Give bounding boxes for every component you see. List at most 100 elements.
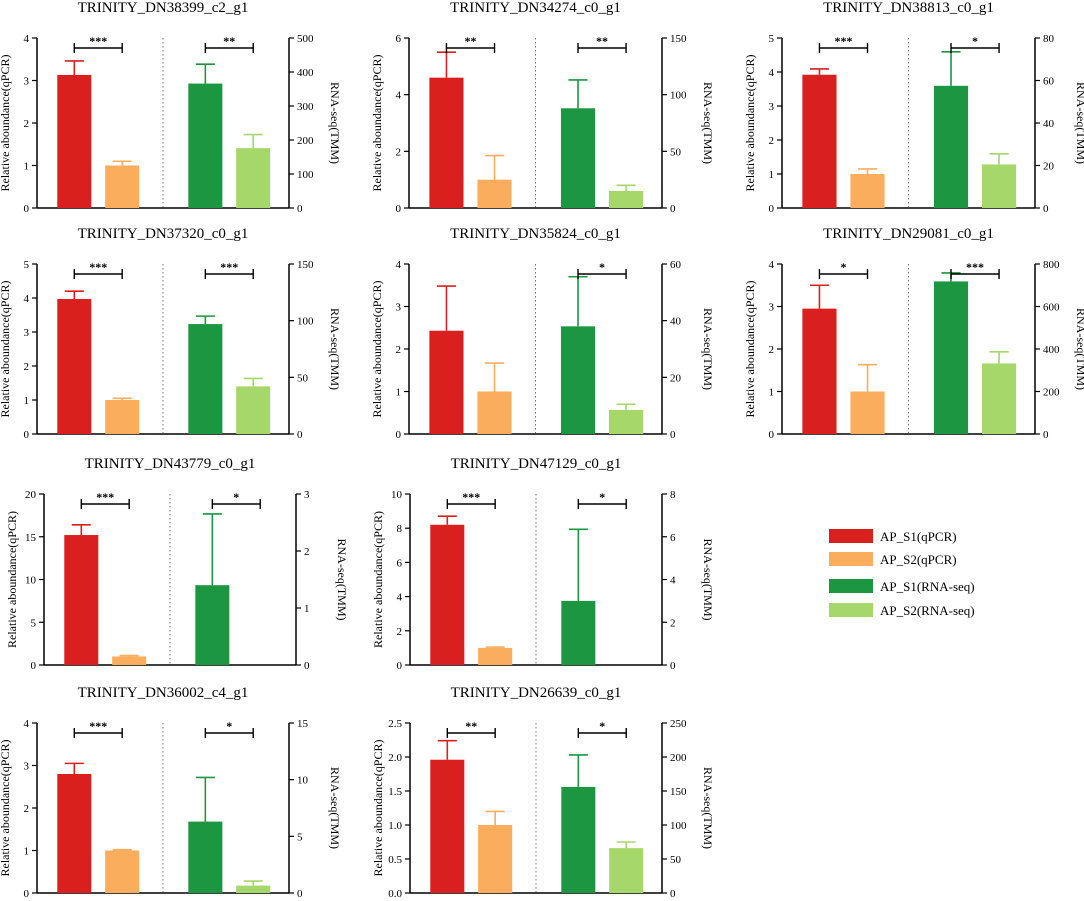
left-tick-label: 0.0 — [388, 888, 402, 900]
bar-AP_S2_qPCR — [850, 391, 885, 434]
legend-swatch-0 — [829, 529, 873, 543]
panel-title: TRINITY_DN34274_c0_g1 — [450, 0, 621, 16]
right-tick-label: 80 — [1043, 33, 1055, 45]
panel-title: TRINITY_DN43779_c0_g1 — [85, 456, 256, 472]
left-tick-label: 0.5 — [388, 854, 402, 866]
left-tick-label: 0 — [769, 203, 775, 215]
bar-AP_S2_RNAseq — [608, 409, 644, 434]
right-tick-label: 50 — [670, 854, 682, 866]
bar-AP_S1_qPCR — [57, 74, 92, 208]
right-axis-label: RNA-seq(TMM) — [328, 82, 342, 164]
left-tick-label: 2 — [396, 344, 402, 356]
bar-AP_S2_qPCR — [105, 400, 140, 434]
panel-title: TRINITY_DN37320_c0_g1 — [78, 226, 249, 242]
bar-AP_S2_RNAseq — [236, 148, 271, 208]
left-tick-label: 4 — [397, 592, 403, 604]
bar-AP_S1_qPCR — [57, 774, 92, 893]
left-axis-label: Relative aboundance(qPCR) — [743, 55, 757, 192]
right-tick-label: 6 — [670, 532, 676, 544]
panel-2: TRINITY_DN38813_c0_g1 0 1 2 3 4 5 0 20 40 60 80 Rela… — [743, 0, 1084, 215]
left-tick-label: 2 — [769, 344, 775, 356]
bar-AP_S1_RNAseq — [188, 83, 223, 208]
right-tick-label: 300 — [297, 101, 314, 113]
bar-AP_S1_RNAseq — [560, 326, 596, 434]
rnaseq-significance-label: *** — [966, 260, 984, 274]
right-tick-label: 15 — [297, 718, 309, 730]
left-tick-label: 5 — [24, 259, 30, 271]
left-tick-label: 2 — [396, 146, 402, 158]
rnaseq-significance-label: * — [599, 260, 605, 274]
right-tick-label: 100 — [670, 820, 687, 832]
right-tick-label: 5 — [297, 831, 303, 843]
right-tick-label: 600 — [1043, 302, 1060, 314]
panel-6: TRINITY_DN43779_c0_g1 0 5 10 15 20 0 1 2 3 Relativ… — [5, 456, 349, 672]
right-tick-label: 100 — [297, 316, 314, 328]
panel-0: TRINITY_DN38399_c2_g1 0 1 2 3 4 0 100 200 300 400 5… — [0, 0, 342, 215]
left-tick-label: 1 — [24, 161, 30, 173]
left-tick-label: 2 — [24, 118, 30, 130]
left-tick-label: 4 — [769, 67, 775, 79]
panel-8: TRINITY_DN36002_c4_g1 0 1 2 3 4 0 5 10 15 Relative… — [0, 685, 342, 900]
qpcr-significance-label: *** — [89, 719, 107, 733]
right-tick-label: 0 — [670, 429, 676, 441]
right-tick-label: 0 — [670, 888, 676, 900]
qpcr-significance-label: *** — [834, 34, 852, 48]
right-tick-label: 40 — [1043, 118, 1055, 130]
left-tick-label: 0 — [396, 203, 402, 215]
rnaseq-significance-label: * — [226, 719, 232, 733]
legend-label-2: AP_S1(RNA-seq) — [880, 579, 975, 594]
right-tick-label: 500 — [297, 33, 314, 45]
bar-AP_S1_RNAseq — [561, 600, 596, 665]
bar-AP_S1_qPCR — [802, 74, 837, 208]
left-tick-label: 0 — [24, 203, 30, 215]
bar-AP_S2_qPCR — [850, 174, 885, 208]
right-tick-label: 0 — [1043, 429, 1049, 441]
left-tick-label: 20 — [25, 489, 37, 501]
bar-AP_S2_qPCR — [477, 179, 512, 208]
rnaseq-significance-label: * — [599, 490, 605, 504]
qpcr-significance-label: *** — [96, 490, 114, 504]
right-tick-label: 150 — [297, 259, 314, 271]
right-tick-label: 200 — [1043, 387, 1060, 399]
bar-AP_S1_RNAseq — [188, 821, 223, 893]
rnaseq-significance-label: * — [599, 719, 605, 733]
panel-3: TRINITY_DN37320_c0_g1012345050100150Rela… — [0, 226, 342, 441]
bar-AP_S1_RNAseq — [933, 281, 969, 434]
qpcr-significance-label: *** — [89, 260, 107, 274]
bar-AP_S1_RNAseq — [560, 108, 596, 208]
left-tick-label: 10 — [391, 489, 403, 501]
panel-1: TRINITY_DN34274_c0_g1 0 2 4 6 0 50 100 150 Relati… — [370, 0, 715, 215]
right-tick-label: 2 — [670, 617, 676, 629]
left-tick-label: 0 — [397, 660, 403, 672]
right-tick-label: 20 — [670, 372, 682, 384]
right-tick-label: 250 — [670, 718, 687, 730]
bar-AP_S1_qPCR — [802, 308, 837, 434]
left-tick-label: 3 — [24, 761, 30, 773]
left-tick-label: 1 — [396, 387, 402, 399]
left-axis-label: Relative aboundance(qPCR) — [370, 55, 384, 192]
qpcr-significance-label: *** — [89, 34, 107, 48]
left-tick-label: 2 — [769, 135, 775, 147]
right-axis-label: RNA-seq(TMM) — [701, 539, 715, 621]
right-tick-label: 50 — [670, 146, 682, 158]
right-axis-label: RNA-seq(TMM) — [328, 308, 342, 390]
rnaseq-significance-label: ** — [223, 34, 235, 48]
left-tick-label: 4 — [396, 90, 402, 102]
left-axis-label: Relative aboundance(qPCR) — [0, 281, 12, 418]
left-axis-label: Relative aboundance(qPCR) — [371, 511, 385, 648]
left-tick-label: 10 — [25, 575, 37, 587]
left-tick-label: 1.5 — [388, 786, 402, 798]
bar-AP_S2_qPCR — [478, 647, 513, 665]
panel-5: TRINITY_DN29081_c0_g1 0 1 2 3 4 0 200 400 600 800 R… — [743, 226, 1084, 441]
bar-AP_S1_qPCR — [429, 330, 464, 434]
right-tick-label: 0 — [1043, 203, 1049, 215]
right-tick-label: 200 — [297, 135, 314, 147]
right-tick-label: 50 — [297, 372, 309, 384]
panel-title: TRINITY_DN29081_c0_g1 — [823, 226, 994, 242]
left-tick-label: 4 — [769, 259, 775, 271]
left-tick-label: 1 — [24, 846, 30, 858]
panel-title: TRINITY_DN26639_c0_g1 — [451, 685, 622, 701]
right-tick-label: 0 — [297, 203, 303, 215]
legend-label-1: AP_S2(qPCR) — [880, 552, 957, 567]
